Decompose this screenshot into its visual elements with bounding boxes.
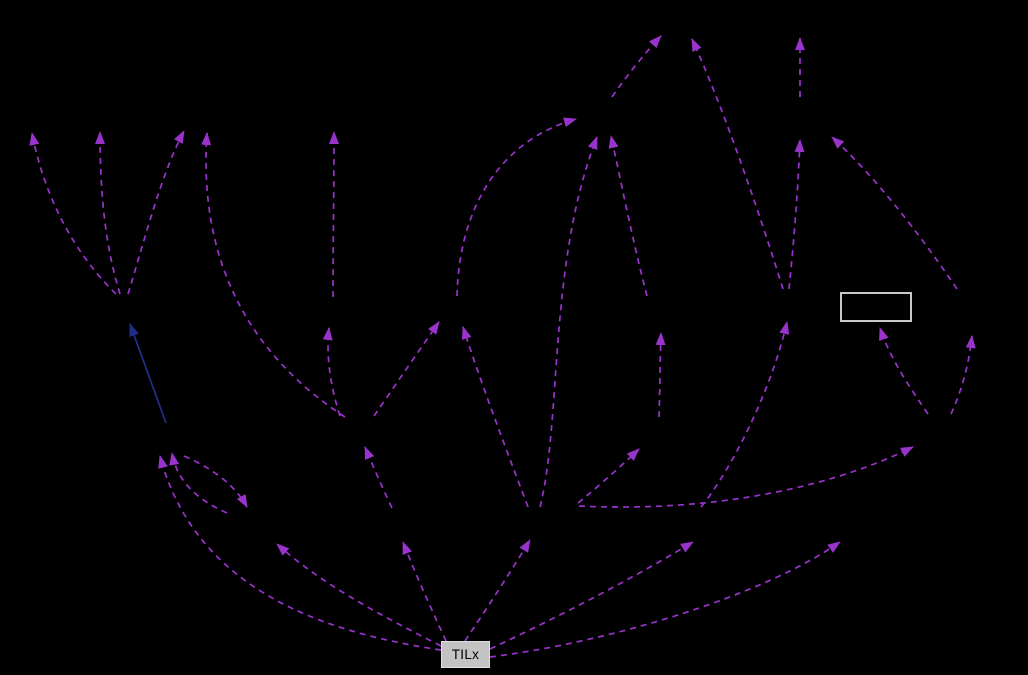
graph-edge-dashed	[276, 543, 442, 647]
graph-edge-dashed	[489, 541, 694, 650]
graph-edge-dashed	[691, 38, 784, 290]
graph-node-tilx: TILx	[441, 641, 490, 668]
graph-edge-dashed	[328, 131, 339, 298]
graph-edge-dashed	[461, 326, 529, 508]
graph-edge-solid	[129, 323, 167, 424]
graph-edge-dashed	[158, 455, 442, 651]
graph-edge-dashed	[879, 327, 929, 415]
graph-edge-dashed	[364, 446, 393, 509]
graph-edge-dashed	[183, 455, 248, 508]
graph-edge-dashed	[201, 132, 346, 418]
graph-edge-dashed	[788, 139, 805, 290]
graph-edge-dashed	[539, 136, 598, 508]
graph-edge-dashed	[577, 448, 640, 504]
graph-edge-dashed	[578, 446, 914, 508]
graph-edge-dashed	[456, 117, 577, 297]
graph-edge-dashed	[169, 452, 228, 514]
graph-edge-dashed	[127, 130, 185, 295]
graph-edge-dashed	[608, 135, 648, 297]
graph-edge-dashed	[373, 321, 440, 417]
graph-edge-dashed	[402, 541, 447, 642]
graph-edge-dashed	[489, 541, 841, 658]
graph-node-unlabeled[interactable]	[840, 292, 912, 322]
graph-edge-dashed	[95, 131, 121, 295]
graph-node-label: TILx	[451, 647, 480, 662]
graph-edge-dashed	[831, 136, 958, 290]
graph-edge-dashed	[322, 327, 341, 417]
graph-edge-dashed	[655, 332, 666, 418]
graph-edge-dashed	[464, 539, 531, 642]
graph-edge-dashed	[611, 35, 662, 98]
graph-edge-dashed	[950, 335, 976, 415]
graph-edge-dashed	[700, 321, 790, 508]
